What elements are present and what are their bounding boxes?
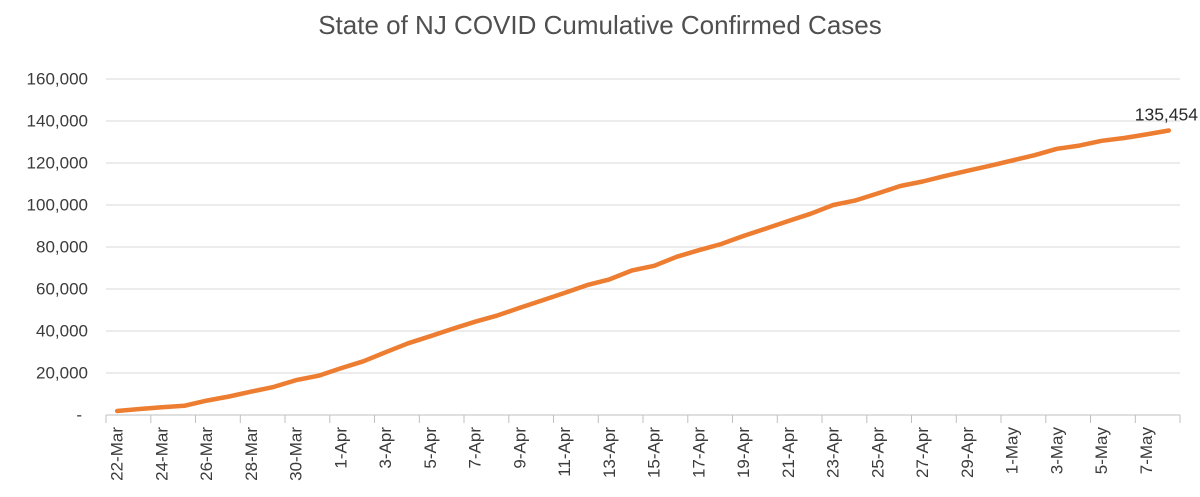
x-tick-label: 25-Apr: [868, 427, 887, 478]
x-tick-label: 7-May: [1137, 427, 1156, 475]
y-tick-label: 20,000: [36, 364, 88, 383]
series-line: [114, 128, 1172, 414]
x-tick-label: 15-Apr: [645, 427, 664, 478]
x-tick-label: 5-May: [1092, 427, 1111, 475]
x-tick-label: 11-Apr: [555, 427, 574, 477]
x-tick-label: 23-Apr: [824, 427, 843, 478]
y-tick-label: -: [76, 406, 82, 425]
x-tick-label: 13-Apr: [600, 427, 619, 478]
last-point-data-label: 135,454: [1135, 105, 1199, 125]
chart-title: State of NJ COVID Cumulative Confirmed C…: [318, 10, 882, 40]
x-tick-label: 24-Mar: [152, 427, 171, 481]
y-tick-label: 40,000: [36, 322, 88, 341]
x-tick-label: 5-Apr: [421, 427, 440, 469]
y-tick-label: 60,000: [36, 280, 88, 299]
x-tick-label: 26-Mar: [197, 427, 216, 481]
y-tick-label: 140,000: [27, 112, 88, 131]
x-tick-label: 21-Apr: [779, 427, 798, 478]
x-axis-ticks: [105, 415, 1181, 423]
x-tick-label: 1-Apr: [331, 427, 350, 469]
y-axis-labels: - 20,000 40,000 60,000 80,000 100,000 120,000 1…: [27, 70, 88, 425]
x-tick-label: 30-Mar: [287, 427, 306, 481]
x-tick-label: 3-May: [1047, 427, 1066, 475]
x-tick-label: 28-Mar: [242, 427, 261, 481]
y-tick-label: 100,000: [27, 196, 88, 215]
y-tick-label: 120,000: [27, 154, 88, 173]
x-tick-label: 22-Mar: [108, 427, 127, 481]
x-tick-label: 17-Apr: [689, 427, 708, 478]
y-tick-label: 80,000: [36, 238, 88, 257]
x-tick-label: 3-Apr: [376, 427, 395, 469]
x-axis-labels: 22-Mar 24-Mar 26-Mar 28-Mar 30-Mar 1-Apr 3-Apr…: [108, 427, 1156, 481]
x-tick-label: 1-May: [1003, 427, 1022, 475]
x-tick-label: 27-Apr: [913, 427, 932, 478]
x-tick-label: 19-Apr: [734, 427, 753, 478]
x-tick-label: 29-Apr: [958, 427, 977, 478]
x-tick-label: 7-Apr: [466, 427, 485, 469]
gridlines: [106, 78, 1180, 374]
y-tick-label: 160,000: [27, 70, 88, 89]
x-tick-label: 9-Apr: [510, 427, 529, 469]
